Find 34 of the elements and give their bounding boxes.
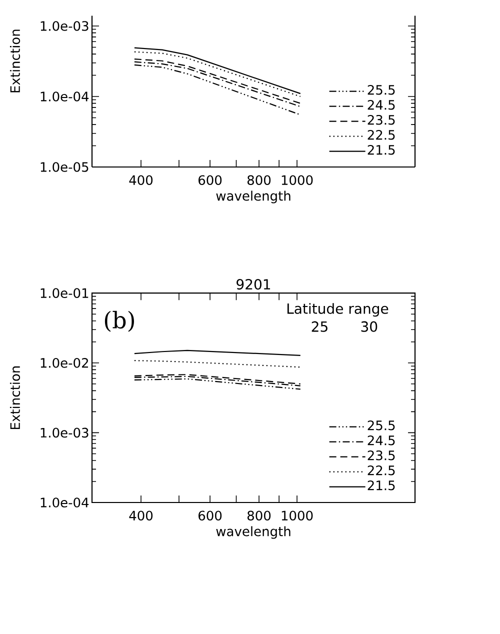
annotation: Latitude range <box>287 303 388 317</box>
x-axis-title: wavelength <box>216 526 290 539</box>
annotation: 25 <box>312 321 328 332</box>
chart-title: 9201 <box>236 279 270 290</box>
x-tick-label: 1000 <box>282 175 313 186</box>
y-tick-label: 1.0e-04 <box>40 92 89 102</box>
legend-label: 23.5 <box>368 450 395 460</box>
x-tick-label: 600 <box>198 510 222 521</box>
y-tick-label: 1.0e-01 <box>40 288 88 298</box>
x-axis-title: wavelength <box>216 190 290 204</box>
legend-label: 25.5 <box>368 84 395 95</box>
y-tick-label: 1.0e-03 <box>40 428 88 438</box>
y-axis-title: Extinction <box>10 30 20 92</box>
y-tick-label: 1.0e-03 <box>40 21 88 31</box>
y-axis-title: Extinction <box>10 366 20 429</box>
annotation: 30 <box>361 321 378 332</box>
annotation: (b) <box>104 310 134 332</box>
x-tick-label: 400 <box>129 510 153 521</box>
x-tick-label: 800 <box>247 175 271 186</box>
legend-label: 21.5 <box>368 480 395 490</box>
x-tick-label: 800 <box>247 510 271 521</box>
legend-label: 24.5 <box>368 435 395 446</box>
x-tick-label: 400 <box>129 175 153 186</box>
legend-label: 23.5 <box>368 114 395 125</box>
legend-label: 25.5 <box>368 420 395 430</box>
x-tick-label: 600 <box>198 175 222 186</box>
legend-label: 22.5 <box>368 130 395 140</box>
y-tick-label: 1.0e-04 <box>40 498 89 508</box>
legend-label: 21.5 <box>368 144 395 155</box>
x-tick-label: 1000 <box>282 510 313 521</box>
legend-label: 22.5 <box>368 465 395 476</box>
y-tick-label: 1.0e-02 <box>40 358 88 368</box>
legend-label: 24.5 <box>368 100 395 110</box>
y-tick-label: 1.0e-05 <box>40 162 88 172</box>
